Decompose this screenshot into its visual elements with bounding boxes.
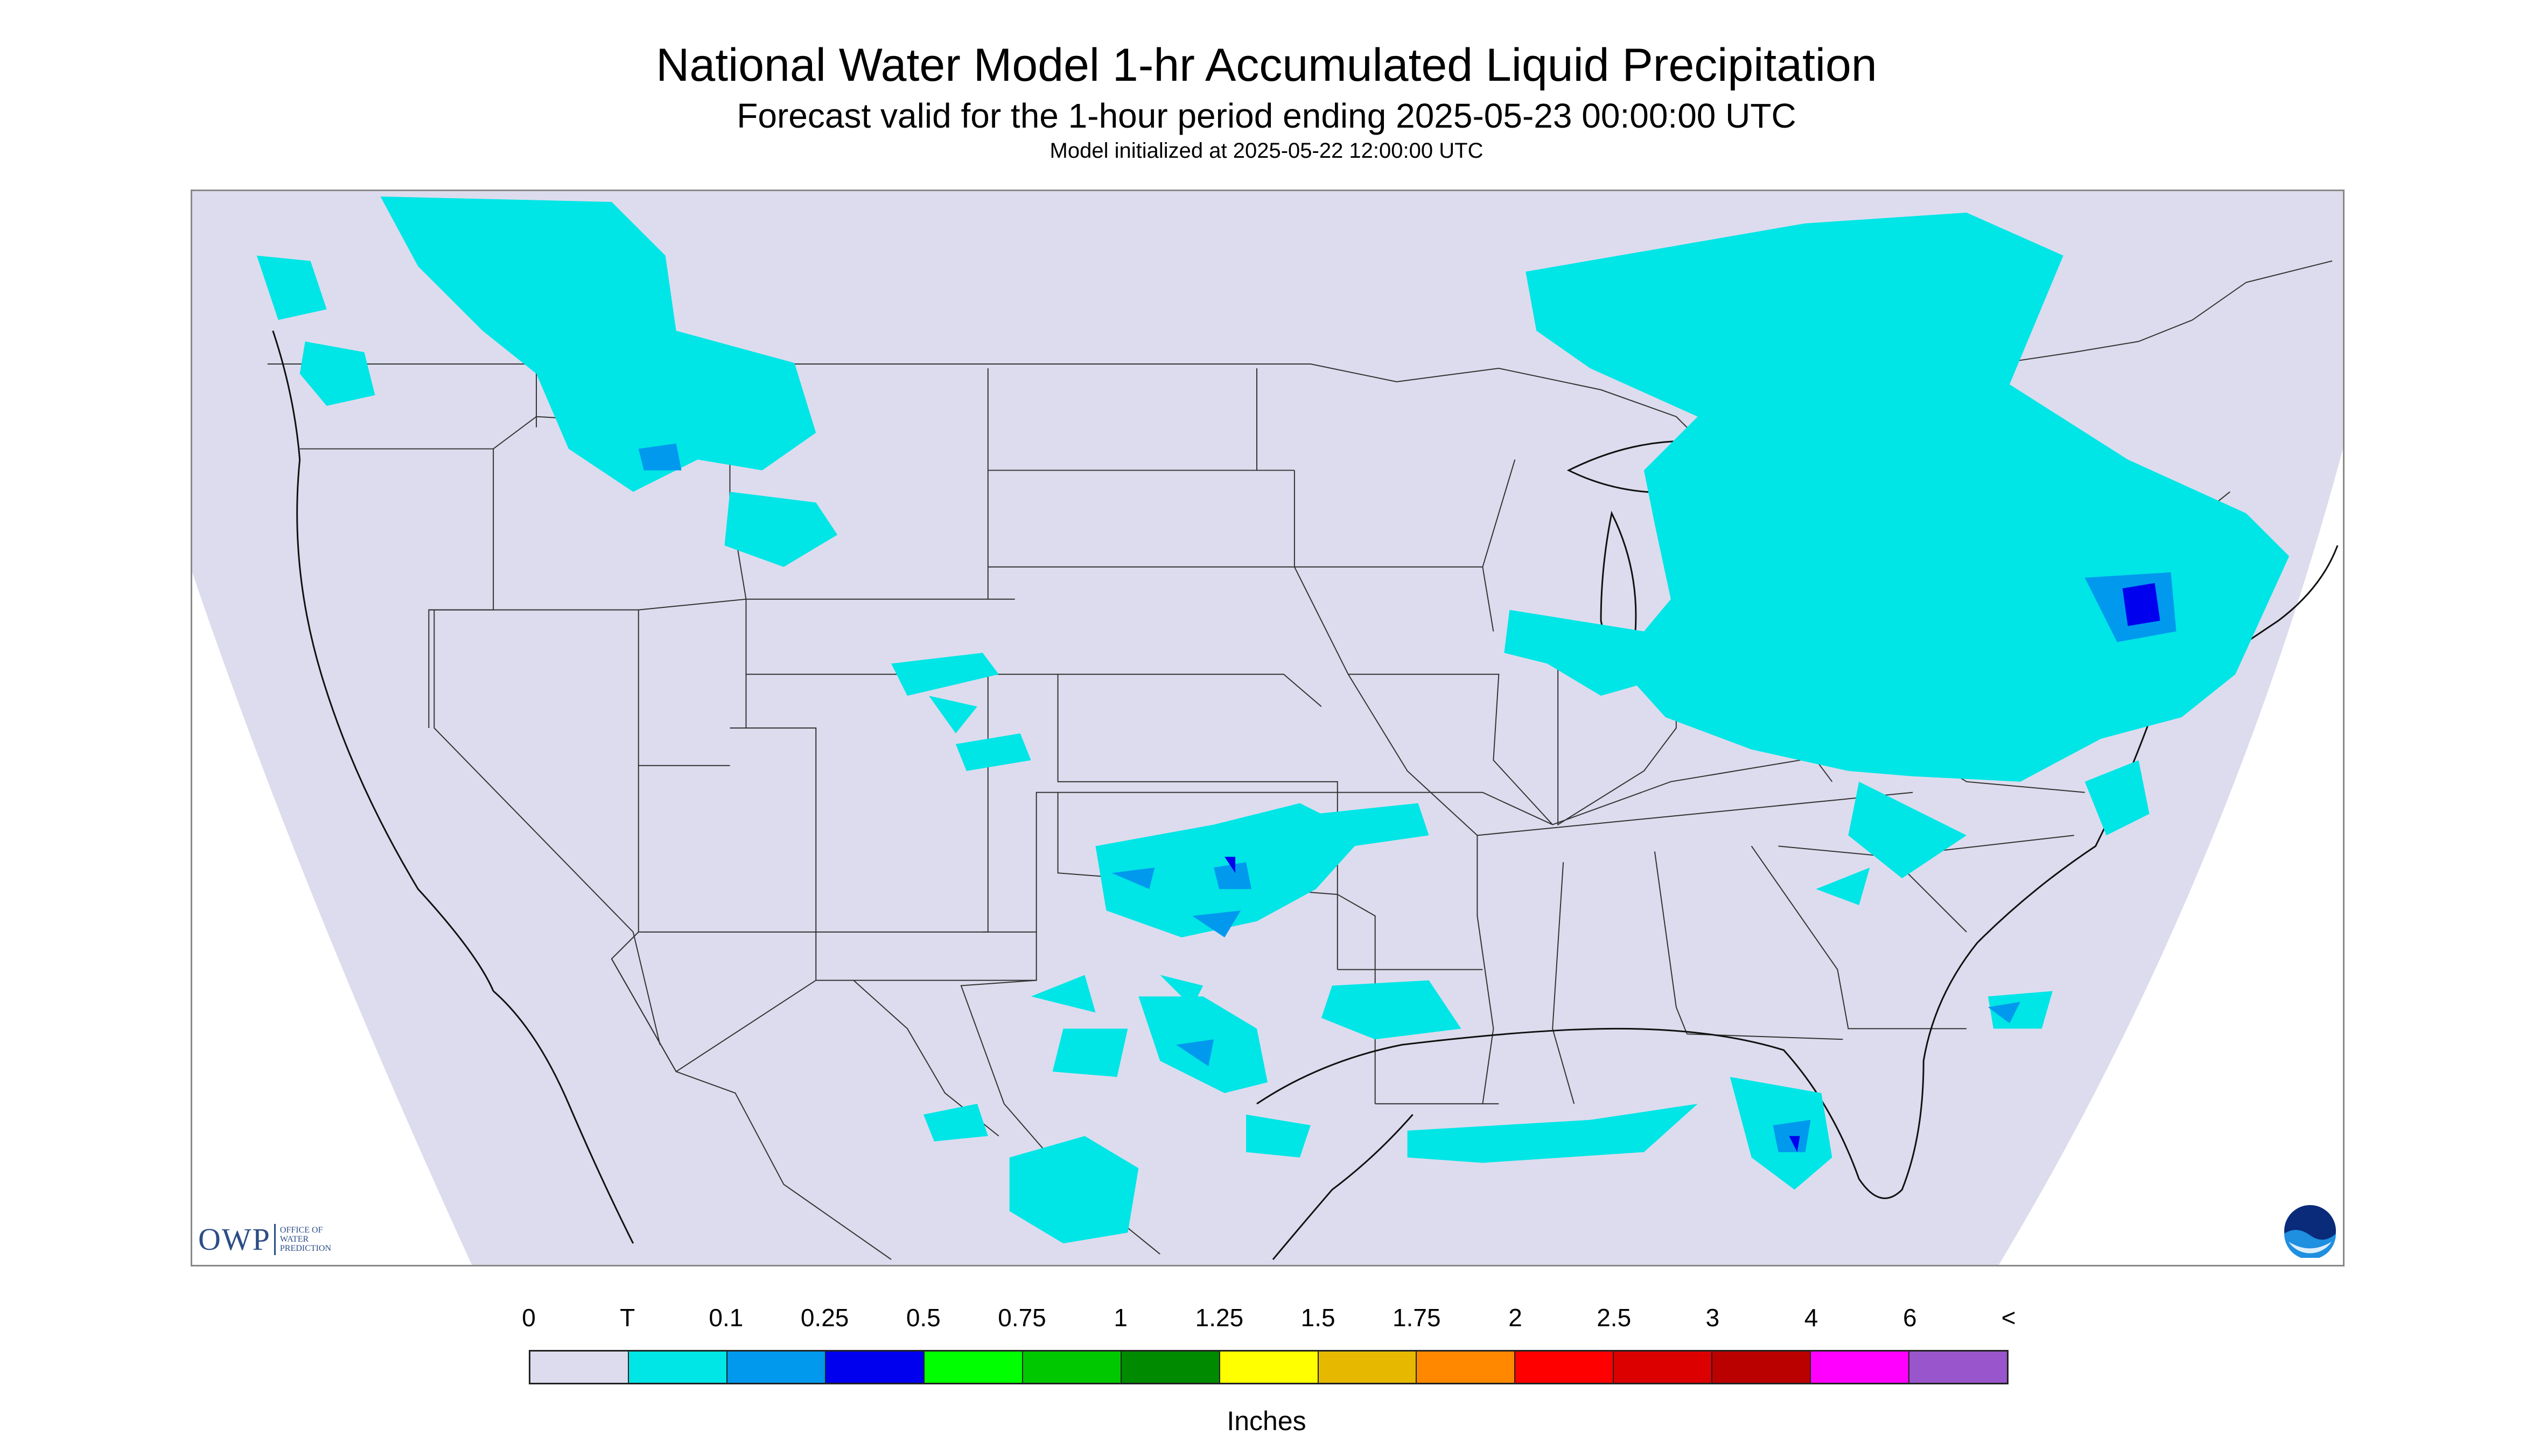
- owp-logo: OWP OFFICE OF WATER PREDICTION: [198, 1221, 331, 1259]
- owp-logo-text: OWP: [198, 1222, 271, 1257]
- legend-swatch: [1121, 1352, 1220, 1383]
- noaa-logo-icon: [2284, 1205, 2336, 1258]
- legend-label: 1.5: [1300, 1304, 1335, 1332]
- precip-trace: [256, 196, 2290, 1244]
- legend-swatch: [1318, 1352, 1417, 1383]
- map-title: National Water Model 1-hr Accumulated Li…: [656, 39, 1877, 91]
- legend-swatch: [628, 1352, 727, 1383]
- legend-label: 0.75: [998, 1304, 1046, 1332]
- owp-line-1: OFFICE OF: [279, 1226, 323, 1235]
- legend-swatch: [1712, 1352, 1811, 1383]
- legend-label: 2: [1508, 1304, 1522, 1332]
- legend-swatch: [1417, 1352, 1516, 1383]
- legend-label: 3: [1705, 1304, 1720, 1332]
- owp-line-2: WATER: [279, 1235, 309, 1244]
- legend-swatch: [1515, 1352, 1614, 1383]
- legend-swatch: [1614, 1352, 1713, 1383]
- precipitation-map: [191, 190, 2345, 1266]
- color-legend: [529, 1350, 2009, 1384]
- legend-label: 1.75: [1393, 1304, 1441, 1332]
- model-init-text: Model initialized at 2025-05-22 12:00:00…: [1049, 139, 1484, 163]
- legend-labels: 0 T 0.1 0.25 0.5 0.75 1 1.25 1.5 1.75 2 2.5 3 4 6 <: [0, 1303, 2533, 1335]
- legend-label: T: [620, 1304, 635, 1332]
- legend-label: 0.1: [709, 1304, 744, 1332]
- legend-swatch: [825, 1352, 925, 1383]
- legend-label: 0.5: [906, 1304, 941, 1332]
- map-canvas: [192, 191, 2343, 1265]
- legend-swatch: [1909, 1352, 2007, 1383]
- legend-label: <: [2001, 1304, 2016, 1332]
- owp-logo-divider: [274, 1223, 276, 1255]
- legend-swatch: [727, 1352, 826, 1383]
- legend-label: 4: [1804, 1304, 1818, 1332]
- legend-swatch: [530, 1352, 629, 1383]
- legend-label: 0.25: [800, 1304, 849, 1332]
- legend-swatch: [1220, 1352, 1319, 1383]
- legend-label: 6: [1903, 1304, 1917, 1332]
- legend-swatch: [924, 1352, 1023, 1383]
- legend-label: 1.25: [1195, 1304, 1244, 1332]
- owp-logo-subtext: OFFICE OF WATER PREDICTION: [280, 1226, 331, 1253]
- legend-swatch: [1811, 1352, 1910, 1383]
- legend-label: 0: [522, 1304, 536, 1332]
- legend-swatch: [1023, 1352, 1122, 1383]
- owp-line-3: PREDICTION: [279, 1244, 331, 1253]
- legend-label: 1: [1114, 1304, 1128, 1332]
- legend-label: 2.5: [1597, 1304, 1632, 1332]
- legend-units: Inches: [1227, 1406, 1306, 1436]
- map-subtitle: Forecast valid for the 1-hour period end…: [737, 96, 1796, 135]
